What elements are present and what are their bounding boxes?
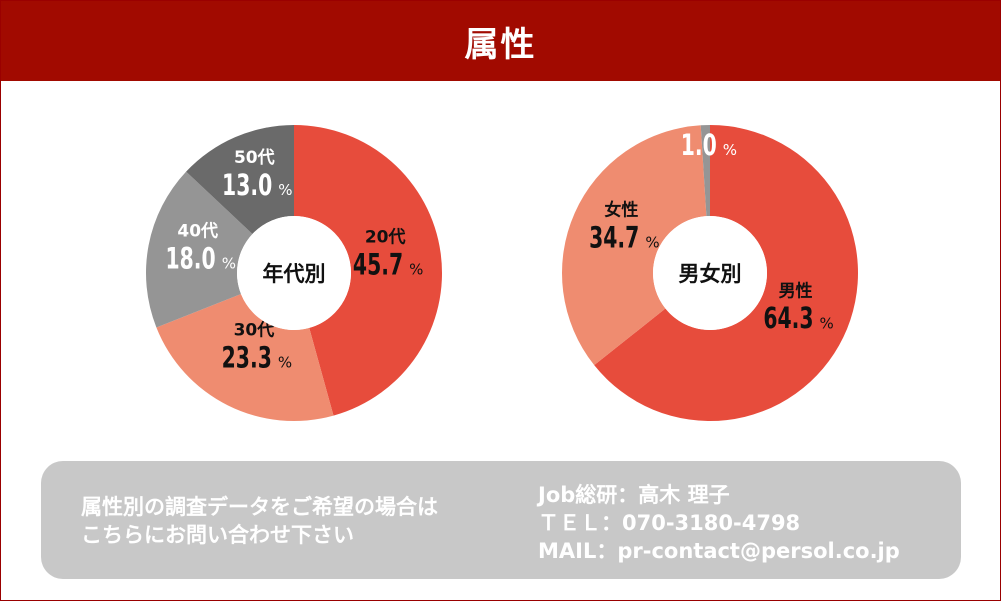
contact-person: Job総研：高木 理子	[538, 483, 730, 507]
contact-details: Job総研：高木 理子 ＴＥＬ：070-3180-4798 MAIL：pr-co…	[538, 481, 900, 565]
age-slice-3	[186, 125, 294, 234]
gender-unit-label-0: %	[820, 314, 834, 332]
gender-slice-1	[562, 125, 707, 366]
gender-category-label-0: 男性	[779, 280, 813, 301]
age-unit-label-3: %	[278, 181, 292, 199]
age-category-label-1: 30代	[234, 320, 275, 341]
age-donut-hole	[237, 216, 351, 330]
gender-category-label-1: 女性	[604, 200, 638, 221]
age-category-label-3: 50代	[234, 147, 275, 168]
gender-category-label-2: その他	[680, 107, 731, 128]
gender-value-label-0: 64.3	[763, 303, 813, 336]
gender-value-label-2: 1.0	[681, 129, 717, 162]
gender-value-label-1: 34.7	[589, 222, 639, 255]
gender-unit-label-2: %	[723, 141, 737, 159]
contact-note-line-2: こちらにお問い合わせ下さい	[81, 523, 354, 547]
contact-phone: ＴＥＬ：070-3180-4798	[538, 511, 801, 535]
age-unit-label-2: %	[222, 255, 236, 273]
age-unit-label-1: %	[278, 354, 292, 372]
age-value-label-0: 45.7	[353, 249, 403, 282]
gender-slice-0	[594, 125, 859, 421]
age-value-label-1: 23.3	[222, 342, 272, 375]
age-slice-1	[156, 293, 334, 422]
gender-center-label: 男女別	[679, 262, 742, 286]
contact-box: 属性別の調査データをご希望の場合は こちらにお問い合わせ下さい Job総研：高木…	[41, 461, 961, 579]
age-category-label-0: 20代	[365, 227, 406, 248]
gender-unit-label-1: %	[645, 234, 659, 252]
age-center-label: 年代別	[263, 262, 326, 286]
age-slice-2	[146, 171, 253, 328]
gender-donut-hole	[653, 216, 767, 330]
contact-note: 属性別の調査データをご希望の場合は こちらにお問い合わせ下さい	[81, 493, 438, 549]
age-unit-label-0: %	[409, 261, 423, 279]
age-value-label-3: 13.0	[222, 170, 272, 203]
page-title: 属性	[464, 24, 537, 65]
age-category-label-2: 40代	[177, 221, 218, 242]
gender-slice-2	[700, 125, 710, 217]
age-slice-0	[294, 125, 443, 416]
age-value-label-2: 18.0	[166, 243, 216, 276]
header-bar: 属性	[1, 1, 1000, 81]
contact-note-line-1: 属性別の調査データをご希望の場合は	[81, 495, 438, 519]
contact-email[interactable]: MAIL：pr-contact@persol.co.jp	[538, 539, 900, 563]
